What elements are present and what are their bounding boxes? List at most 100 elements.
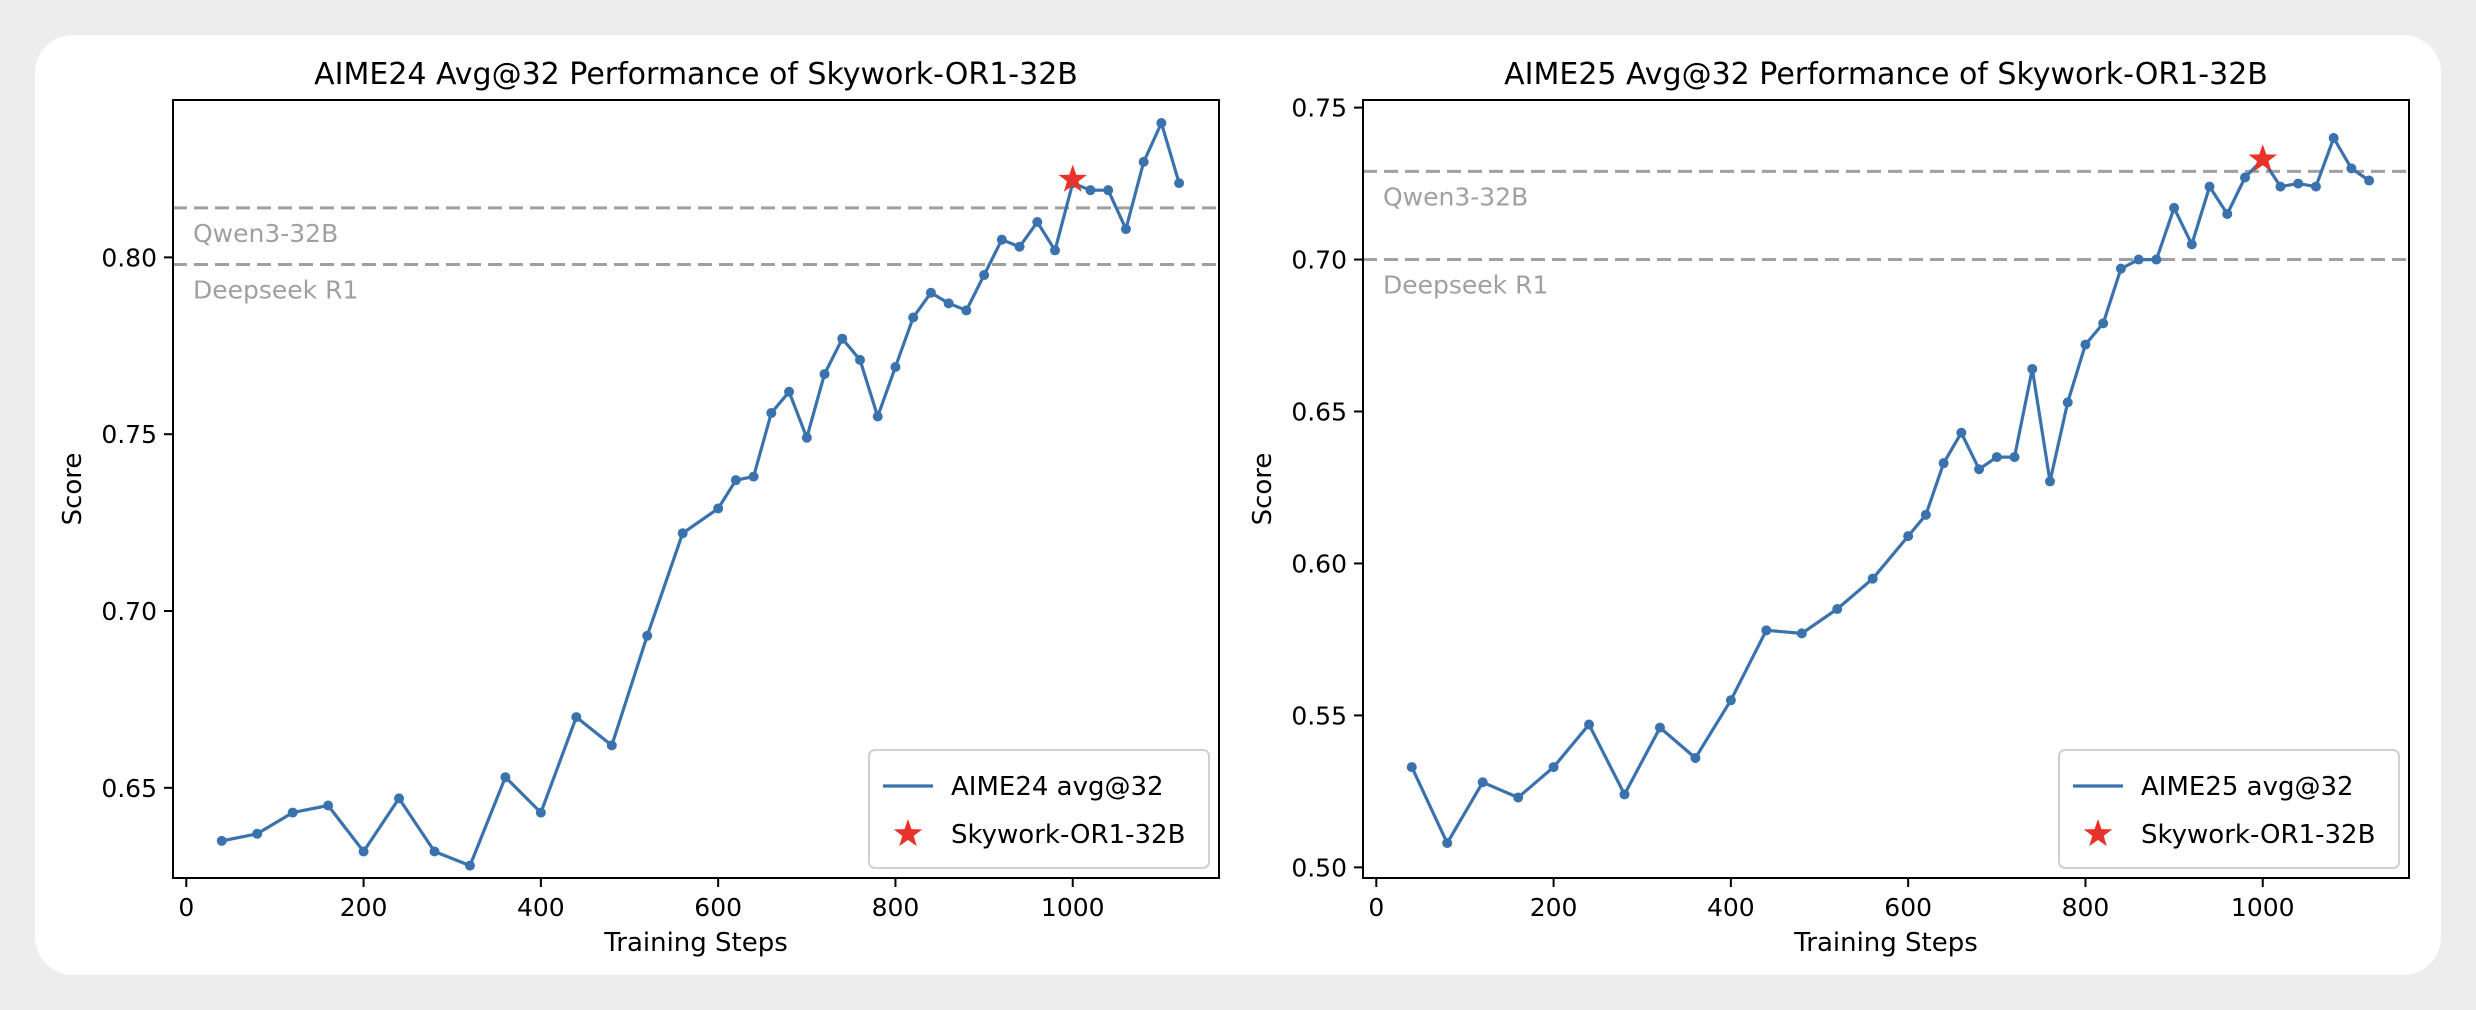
data-point — [2009, 452, 2020, 463]
data-point — [535, 807, 546, 818]
data-point — [2240, 172, 2251, 183]
legend: AIME25 avg@32 Skywork-OR1-32B — [2058, 749, 2400, 869]
legend-box — [2058, 749, 2400, 869]
data-point — [1796, 628, 1807, 639]
figure-card: AIME24 Avg@32 Performance of Skywork-OR1… — [35, 35, 2441, 975]
data-point — [1085, 185, 1096, 196]
data-point — [2364, 175, 2375, 186]
data-point — [1920, 509, 1931, 520]
data-point — [1174, 178, 1185, 189]
data-point — [287, 807, 298, 818]
data-point — [730, 475, 741, 486]
data-point — [642, 630, 653, 641]
x-axis-label: Training Steps — [1793, 928, 1978, 958]
data-point — [908, 312, 919, 323]
x-tick-label: 400 — [1707, 893, 1755, 922]
reference-label: Qwen3-32B — [1383, 182, 1528, 211]
data-point — [1938, 458, 1949, 469]
legend-label-series: AIME24 avg@32 — [951, 772, 1164, 802]
data-point — [1690, 752, 1701, 763]
x-tick-label: 1000 — [1041, 893, 1105, 922]
data-point — [1832, 604, 1843, 615]
data-point — [872, 411, 883, 422]
data-point — [854, 354, 865, 365]
x-tick-label: 600 — [694, 893, 742, 922]
data-point — [943, 298, 954, 309]
data-point — [925, 287, 936, 298]
reference-label: Deepseek R1 — [193, 275, 358, 304]
data-point — [1156, 117, 1167, 128]
data-point — [801, 432, 812, 443]
chart-1: AIME24 Avg@32 Performance of Skywork-OR1… — [58, 57, 1220, 958]
data-point — [571, 712, 582, 723]
data-point — [2133, 254, 2144, 265]
data-point — [2275, 181, 2286, 192]
legend-star-swatch — [893, 819, 923, 847]
series-line — [1410, 136, 2371, 845]
chart-2: AIME25 Avg@32 Performance of Skywork-OR1… — [1248, 57, 2410, 958]
y-tick-label: 0.60 — [1291, 549, 1347, 578]
data-point — [2222, 208, 2233, 219]
data-point — [713, 503, 724, 514]
chart-title: AIME25 Avg@32 Performance of Skywork-OR1… — [1504, 57, 2268, 92]
data-point — [1032, 217, 1043, 228]
y-tick-label: 0.55 — [1291, 701, 1347, 730]
x-tick-label: 800 — [2062, 893, 2110, 922]
chart-title: AIME24 Avg@32 Performance of Skywork-OR1… — [314, 57, 1078, 92]
data-point — [606, 740, 617, 751]
data-point — [1513, 792, 1524, 803]
data-point — [890, 361, 901, 372]
legend-label-series: AIME25 avg@32 — [2141, 772, 2354, 802]
legend-label-highlight: Skywork-OR1-32B — [951, 820, 1185, 850]
data-point — [358, 846, 369, 857]
data-point — [2293, 178, 2304, 189]
data-point — [2186, 239, 2197, 250]
data-point — [1050, 245, 1061, 256]
data-point — [2027, 363, 2038, 374]
highlight-star-marker — [1058, 164, 1087, 192]
highlight-star-marker — [2248, 144, 2277, 172]
y-tick-label: 0.50 — [1291, 853, 1347, 882]
data-point — [2062, 397, 2073, 408]
data-point — [996, 234, 1007, 245]
data-point — [394, 793, 405, 804]
data-point — [1974, 464, 1985, 475]
data-point — [1725, 695, 1736, 706]
data-point — [2346, 163, 2357, 174]
data-point — [1477, 777, 1488, 788]
legend-label-highlight: Skywork-OR1-32B — [2141, 820, 2375, 850]
reference-label: Deepseek R1 — [1383, 271, 1548, 300]
data-point — [252, 828, 263, 839]
x-tick-label: 200 — [1530, 893, 1578, 922]
data-point — [1103, 185, 1114, 196]
y-axis-label: Score — [58, 453, 88, 526]
legend-star-swatch — [2083, 819, 2113, 847]
data-point — [1584, 719, 1595, 730]
legend: AIME24 avg@32 Skywork-OR1-32B — [868, 749, 1210, 869]
data-point — [500, 772, 511, 783]
data-point — [1442, 838, 1453, 849]
x-tick-label: 800 — [872, 893, 920, 922]
y-tick-label: 0.80 — [101, 243, 157, 272]
charts-figure: AIME24 Avg@32 Performance of Skywork-OR1… — [58, 57, 2410, 958]
reference-label: Qwen3-32B — [193, 219, 338, 248]
y-tick-label: 0.75 — [101, 420, 157, 449]
plot-frame — [1362, 99, 2410, 879]
data-point — [837, 333, 848, 344]
y-tick-label: 0.70 — [101, 597, 157, 626]
data-point — [2310, 181, 2321, 192]
x-axis-label: Training Steps — [603, 928, 788, 958]
data-point — [1548, 762, 1559, 773]
data-point — [2204, 181, 2215, 192]
data-point — [748, 471, 759, 482]
data-point — [1956, 427, 1967, 438]
x-tick-label: 1000 — [2231, 893, 2295, 922]
data-point — [2169, 202, 2180, 213]
data-point — [2151, 254, 2162, 265]
y-tick-label: 0.75 — [1291, 94, 1347, 123]
data-point — [2115, 263, 2126, 274]
x-tick-label: 600 — [1884, 893, 1932, 922]
x-tick-label: 0 — [1368, 893, 1384, 922]
data-point — [1406, 762, 1417, 773]
data-point — [2044, 476, 2055, 487]
